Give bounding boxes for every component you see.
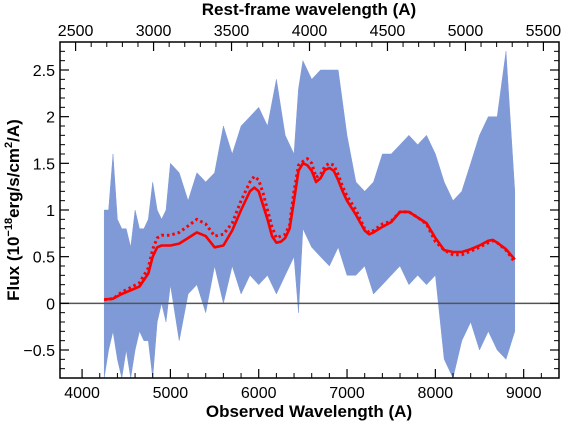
ticks-layer: 4000 5000 6000 7000 8000 9000 −0.5 0 0.5 1 1.5 2 2.5… — [23, 23, 561, 402]
spectrum-band — [103, 51, 516, 378]
x-tick-label: 5000 — [153, 385, 189, 402]
y-tick-label: 0 — [46, 296, 55, 313]
top-tick-label: 4000 — [292, 23, 328, 40]
y-tick-label: −0.5 — [23, 343, 55, 360]
y-axis-title-unit-exponent: 2 — [3, 142, 15, 148]
x-tick-label: 4000 — [64, 385, 100, 402]
y-axis-title-unit: erg/s/cm — [4, 148, 23, 218]
y-tick-label: 1.5 — [33, 156, 55, 173]
spectrum-layer — [103, 51, 516, 378]
y-axis-title-exponent: −18 — [3, 218, 15, 237]
y-axis-title-end: /A) — [4, 119, 23, 142]
y-tick-label: 2.5 — [33, 63, 55, 80]
x-tick-label: 8000 — [418, 385, 454, 402]
model-solid-line — [104, 162, 516, 301]
y-axis-title-main: Flux (10 — [4, 237, 23, 301]
y-tick-label: 0.5 — [33, 250, 55, 267]
x-tick-label: 6000 — [241, 385, 277, 402]
y-tick-label: 2 — [46, 110, 55, 127]
y-axis-title: Flux (10−18erg/s/cm2/A) — [3, 119, 23, 301]
top-tick-label: 2500 — [58, 23, 94, 40]
top-tick-label: 3000 — [136, 23, 172, 40]
model-layer — [104, 157, 517, 302]
top-tick-label: 4500 — [370, 23, 406, 40]
y-tick-label: 1 — [46, 203, 55, 220]
top-tick-label: 3500 — [214, 23, 250, 40]
x-tick-label: 9000 — [506, 385, 542, 402]
x-axis-title: Observed Wavelength (A) — [206, 402, 412, 421]
top-axis-title: Rest-frame wavelength (A) — [202, 0, 416, 19]
top-tick-label: 5000 — [448, 23, 484, 40]
top-tick-label: 5500 — [526, 23, 562, 40]
x-tick-label: 7000 — [329, 385, 365, 402]
